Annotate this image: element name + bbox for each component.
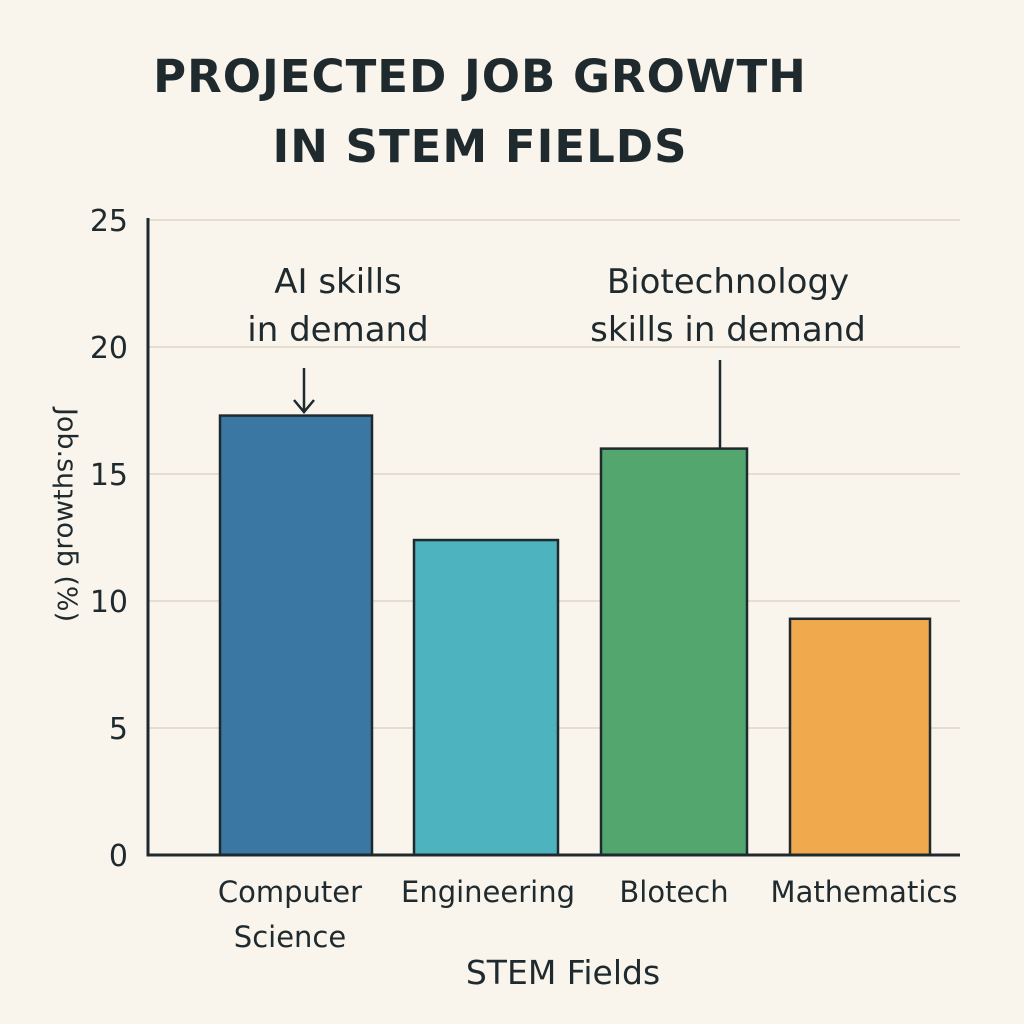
y-tick-label: 20 [90,331,128,366]
chart-title: PROJECTED JOB GROWTH IN STEM FIELDS [153,50,807,173]
y-axis-title: Job.sɥʇʍoɹƃ (%) [51,406,82,622]
bars [218,414,932,857]
x-axis-categories: Computer Science Engineering Blotech Mathema… [218,875,958,954]
chart-title-line: PROJECTED JOB GROWTH [153,50,807,103]
y-tick-label: 10 [90,585,128,620]
x-tick-label: Science [234,920,346,954]
annotation-text: AI skills [274,262,402,302]
bar [599,447,749,857]
bar [412,538,560,857]
annotation-text: in demand [247,310,428,350]
bar [218,414,374,857]
y-tick-label: 0 [109,839,128,874]
annotations: AI skills in demand Biotechnology skills in… [247,262,866,449]
annotation-text: skills in demand [590,310,866,350]
annotation-text: Biotechnology [607,262,849,302]
annotation-arrow [293,368,315,414]
y-axis-ticks: 0 5 10 15 20 25 [90,204,128,874]
y-tick-label: 25 [90,204,128,239]
x-tick-label: Engineering [401,875,575,909]
axes [146,218,960,857]
x-tick-label: Blotech [619,875,728,909]
y-tick-label: 5 [109,712,128,747]
y-tick-label: 15 [90,458,128,493]
bar [788,617,932,857]
x-tick-label: Computer [218,875,362,909]
chart-title-line: IN STEM FIELDS [272,120,687,173]
axis-lines [146,218,960,857]
x-tick-label: Mathematics [771,875,958,909]
x-axis-title: STEM Fields [466,953,660,992]
